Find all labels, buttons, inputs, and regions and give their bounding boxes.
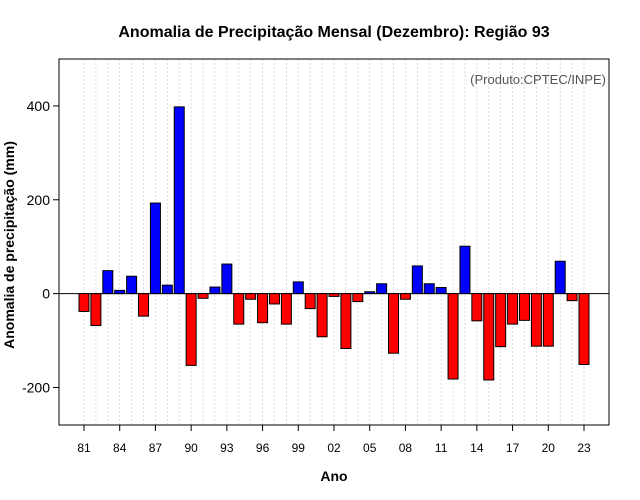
bar-1993 xyxy=(221,263,233,295)
y-axis-label: Anomalia de precipitação (mm) xyxy=(1,141,17,349)
y-tick-label: 400 xyxy=(27,98,51,114)
bar-2008 xyxy=(399,293,411,300)
bar-2014 xyxy=(471,293,483,322)
bar-2016 xyxy=(495,293,507,348)
y-tick-label: 0 xyxy=(42,286,50,302)
x-tick-label: 99 xyxy=(292,441,306,455)
bar-2017 xyxy=(507,293,519,325)
bar-1986 xyxy=(138,293,150,317)
bar-1987 xyxy=(149,202,161,295)
bar-1995 xyxy=(245,293,257,300)
bar-1989 xyxy=(173,106,185,295)
bar-2006 xyxy=(376,283,388,295)
bar-1982 xyxy=(90,293,102,327)
x-tick-label: 08 xyxy=(399,441,413,455)
bar-1988 xyxy=(161,284,173,295)
bar-2012 xyxy=(447,293,459,380)
bar-2010 xyxy=(423,283,435,295)
x-tick-label: 93 xyxy=(220,441,234,455)
bar-2004 xyxy=(352,293,364,303)
y-tick-label: 200 xyxy=(27,192,51,208)
bar-2003 xyxy=(340,293,352,350)
x-tick-label: 02 xyxy=(327,441,341,455)
x-tick-label: 23 xyxy=(577,441,591,455)
x-tick-label: 84 xyxy=(113,441,127,455)
x-tick-label: 20 xyxy=(542,441,556,455)
bar-2013 xyxy=(459,245,471,295)
bar-2022 xyxy=(566,293,578,302)
x-tick-label: 96 xyxy=(256,441,270,455)
x-tick-label: 90 xyxy=(184,441,198,455)
bar-1981 xyxy=(78,293,90,312)
bar-2007 xyxy=(388,293,400,354)
x-tick-label: 11 xyxy=(435,441,448,455)
x-axis-label: Ano xyxy=(320,468,347,484)
x-tick-label: 17 xyxy=(506,441,520,455)
bar-1984 xyxy=(114,289,126,295)
bar-1994 xyxy=(233,293,245,325)
bar-2019 xyxy=(530,293,542,347)
bar-1983 xyxy=(102,270,114,295)
bar-2020 xyxy=(542,293,554,347)
x-tick-label: 87 xyxy=(149,441,163,455)
x-axis: 81 84 87 90 93 96 99 02 05 08 11 14 17 20 23 xyxy=(77,425,591,455)
bar-1998 xyxy=(280,293,292,325)
bar-2005 xyxy=(364,291,376,295)
plot-frame xyxy=(58,58,610,426)
chart-title: Anomalia de Precipitação Mensal (Dezembr… xyxy=(118,24,549,41)
y-axis: -200 0 200 400 xyxy=(22,98,59,395)
x-tick-label: 81 xyxy=(77,441,91,455)
bar-2000 xyxy=(304,293,316,310)
bar-2023 xyxy=(578,293,590,365)
bar-1997 xyxy=(268,293,280,305)
credit-label: (Produto:CPTEC/INPE) xyxy=(470,72,606,87)
bar-1999 xyxy=(292,281,304,295)
bar-2002 xyxy=(328,293,340,297)
gridlines xyxy=(83,59,585,425)
bar-1992 xyxy=(209,286,221,295)
bar-2009 xyxy=(411,265,423,295)
bar-2021 xyxy=(554,260,566,295)
bar-1996 xyxy=(257,293,269,324)
bar-2001 xyxy=(316,293,328,338)
x-tick-label: 14 xyxy=(470,441,484,455)
y-tick-label: -200 xyxy=(22,379,50,395)
bars xyxy=(78,106,590,381)
bar-2018 xyxy=(518,293,530,321)
x-tick-label: 05 xyxy=(363,441,377,455)
bar-1985 xyxy=(126,275,138,295)
bar-2011 xyxy=(435,287,447,295)
bar-2015 xyxy=(483,293,495,381)
bar-1990 xyxy=(185,293,197,366)
bar-1991 xyxy=(197,293,209,299)
